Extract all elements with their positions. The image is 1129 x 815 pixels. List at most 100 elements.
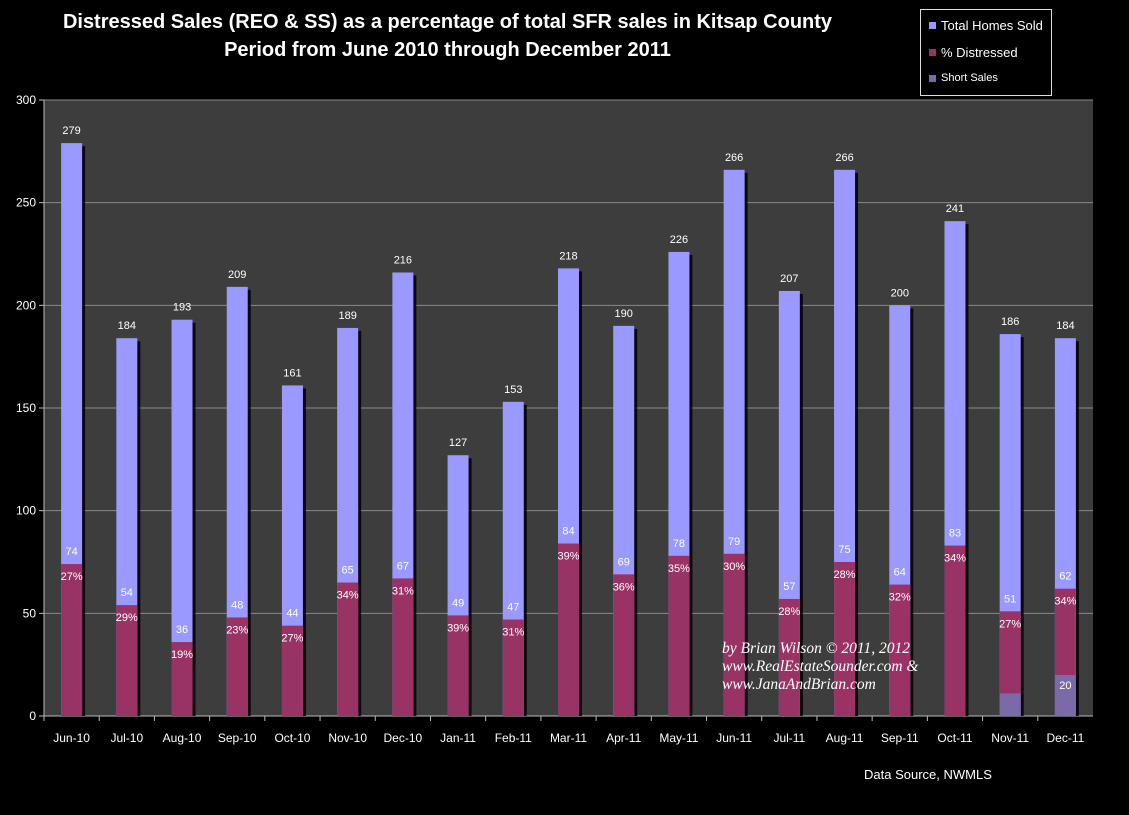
data-label-percent-distressed: 31% bbox=[392, 585, 414, 597]
legend-swatch-short-sales bbox=[929, 74, 936, 82]
data-label-total: 189 bbox=[338, 310, 356, 322]
bar-short-sales bbox=[1054, 674, 1076, 716]
data-label-distressed: 83 bbox=[949, 528, 961, 540]
bar-distressed bbox=[116, 605, 138, 716]
x-tick-label: Oct-11 bbox=[937, 731, 972, 745]
data-label-total: 184 bbox=[1056, 320, 1074, 332]
data-label-percent-distressed: 34% bbox=[1054, 596, 1076, 608]
legend-item-distressed: % Distressed bbox=[929, 45, 1018, 60]
data-label-percent-distressed: 28% bbox=[834, 569, 856, 581]
bar-total-homes-sold bbox=[226, 286, 248, 716]
bar-distressed bbox=[558, 543, 579, 716]
data-label-short-sales: 20 bbox=[1059, 680, 1071, 692]
legend-item-short-sales: Short Sales bbox=[929, 72, 998, 84]
data-label-percent-distressed: 29% bbox=[116, 612, 138, 624]
bar-total-homes-sold bbox=[171, 319, 193, 716]
legend-swatch-distressed bbox=[929, 49, 936, 56]
chart-title-line1: Distressed Sales (REO & SS) as a percent… bbox=[62, 11, 833, 33]
data-label-total: 266 bbox=[725, 152, 743, 164]
bar-short-sales bbox=[999, 693, 1021, 716]
bar-distressed bbox=[999, 611, 1021, 716]
data-label-distressed: 84 bbox=[562, 526, 574, 538]
data-label-percent-distressed: 32% bbox=[889, 592, 911, 604]
data-label-distressed: 65 bbox=[342, 565, 354, 577]
data-label-distressed: 47 bbox=[507, 601, 519, 613]
data-label-total: 190 bbox=[615, 308, 633, 320]
bar-distressed bbox=[944, 545, 966, 716]
data-label-percent-distressed: 27% bbox=[281, 633, 303, 645]
data-label-total: 266 bbox=[835, 152, 853, 164]
bar-distressed bbox=[889, 584, 911, 716]
data-label-total: 186 bbox=[1001, 316, 1019, 328]
data-label-percent-distressed: 34% bbox=[944, 553, 966, 565]
bar-distressed bbox=[723, 553, 745, 716]
data-label-distressed: 44 bbox=[286, 608, 298, 620]
data-label-distressed: 78 bbox=[673, 538, 685, 550]
bar-distressed bbox=[502, 619, 524, 716]
bar-distressed bbox=[668, 555, 690, 716]
data-label-distressed: 74 bbox=[65, 546, 77, 558]
x-tick-label: Aug-11 bbox=[826, 731, 864, 745]
data-label-total: 127 bbox=[449, 437, 467, 449]
x-tick-label: Apr-11 bbox=[606, 731, 641, 745]
data-label-percent-distressed: 19% bbox=[171, 649, 193, 661]
data-label-percent-distressed: 27% bbox=[999, 618, 1021, 630]
x-tick-label: Aug-10 bbox=[163, 731, 202, 745]
x-tick-label: Mar-11 bbox=[550, 731, 587, 745]
chart-title: Distressed Sales (REO & SS) as a percent… bbox=[0, 8, 895, 64]
bar-distressed bbox=[337, 582, 359, 716]
data-label-distressed: 57 bbox=[783, 581, 795, 593]
y-tick-label: 200 bbox=[16, 298, 36, 312]
y-tick-label: 250 bbox=[16, 196, 36, 210]
data-label-distressed: 75 bbox=[838, 544, 850, 556]
x-tick-label: Sep-10 bbox=[218, 731, 257, 745]
data-label-percent-distressed: 34% bbox=[337, 590, 359, 602]
watermark-line-1: by Brian Wilson © 2011, 2012 bbox=[722, 640, 911, 657]
data-label-percent-distressed: 23% bbox=[226, 624, 248, 636]
y-tick-label: 150 bbox=[16, 401, 36, 415]
data-label-percent-distressed: 31% bbox=[502, 626, 524, 638]
y-tick-label: 50 bbox=[23, 606, 37, 620]
legend-label-total: Total Homes Sold bbox=[941, 18, 1043, 33]
data-label-percent-distressed: 39% bbox=[557, 551, 579, 563]
bar-distressed bbox=[613, 574, 635, 716]
x-tick-label: Dec-11 bbox=[1046, 731, 1084, 745]
bar-distressed bbox=[447, 615, 469, 716]
data-label-total: 161 bbox=[283, 367, 301, 379]
x-tick-label: May-11 bbox=[659, 731, 698, 745]
data-label-total: 279 bbox=[62, 125, 80, 137]
data-label-total: 200 bbox=[891, 287, 909, 299]
data-label-distressed: 51 bbox=[1004, 593, 1016, 605]
data-label-total: 218 bbox=[559, 250, 577, 262]
bar-distressed bbox=[61, 564, 83, 716]
data-label-distressed: 48 bbox=[231, 599, 243, 611]
x-tick-label: Jul-10 bbox=[110, 731, 143, 745]
x-tick-label: Sep-11 bbox=[881, 731, 919, 745]
x-tick-label: Jul-11 bbox=[773, 731, 805, 745]
bar-distressed bbox=[834, 562, 856, 716]
legend-swatch-total bbox=[929, 22, 936, 29]
legend-label-distressed: % Distressed bbox=[941, 45, 1018, 60]
data-label-distressed: 62 bbox=[1059, 571, 1071, 583]
bar-distressed bbox=[392, 578, 414, 716]
x-tick-label: Oct-10 bbox=[274, 731, 310, 745]
data-label-distressed: 36 bbox=[176, 624, 188, 636]
data-label-total: 216 bbox=[394, 254, 412, 266]
watermark: by Brian Wilson © 2011, 2012 www.RealEst… bbox=[722, 640, 918, 694]
data-label-total: 241 bbox=[946, 203, 964, 215]
watermark-line-3: www.JanaAndBrian.com bbox=[722, 676, 876, 693]
data-source-note: Data Source, NWMLS bbox=[864, 767, 992, 782]
data-label-percent-distressed: 35% bbox=[668, 563, 690, 575]
data-label-percent-distressed: 36% bbox=[613, 581, 635, 593]
data-label-distressed: 49 bbox=[452, 597, 464, 609]
y-tick-label: 0 bbox=[29, 709, 36, 723]
x-tick-label: Jun-10 bbox=[53, 731, 90, 745]
legend-item-total-homes-sold: Total Homes Sold bbox=[929, 18, 1043, 33]
y-tick-label: 300 bbox=[16, 93, 36, 107]
data-label-percent-distressed: 28% bbox=[778, 606, 800, 618]
chart-subtitle: Period from June 2010 through December 2… bbox=[224, 39, 671, 61]
data-label-percent-distressed: 30% bbox=[723, 561, 745, 573]
data-label-total: 193 bbox=[173, 302, 191, 314]
data-label-percent-distressed: 27% bbox=[61, 571, 83, 583]
